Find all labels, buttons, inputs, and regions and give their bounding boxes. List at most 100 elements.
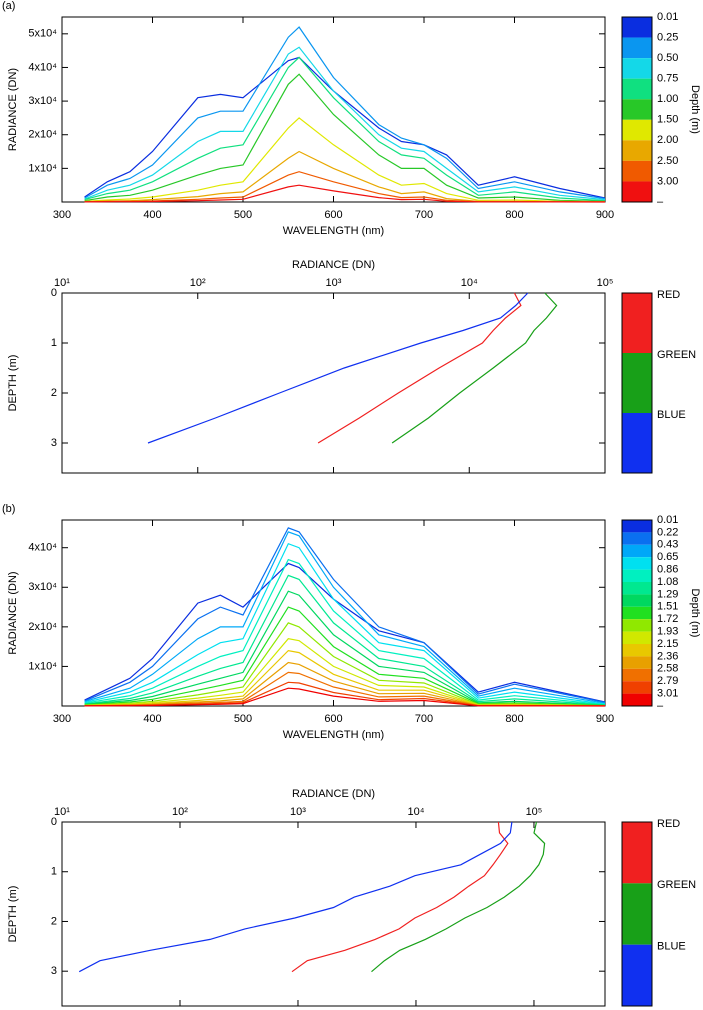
legend-label: 2.00 (657, 134, 678, 146)
series-line (84, 661, 606, 707)
legend-title: Depth (m) (689, 589, 701, 638)
legend-swatch (622, 569, 652, 582)
legend-title: Depth (m) (689, 85, 701, 134)
x-tick-label: 700 (415, 209, 433, 221)
legend-swatch (622, 37, 652, 59)
series-line (84, 649, 606, 707)
legend-label: RED (657, 289, 680, 301)
legend-label: 1.72 (657, 613, 678, 625)
legend-frame (621, 821, 653, 1007)
legend-label: 1.08 (657, 576, 678, 588)
panel-label: (a) (2, 0, 15, 12)
series-line (84, 184, 606, 203)
y-axis-label: DEPTH (m) (7, 886, 19, 943)
legend-label: 0.50 (657, 52, 678, 64)
y-tick-label: 4x10⁴ (28, 542, 57, 554)
x-axis-label: WAVELENGTH (nm) (283, 225, 384, 237)
y-tick-label: 1 (51, 866, 57, 878)
legend-label: 0.01 (657, 514, 678, 526)
legend-swatch (622, 582, 652, 595)
series-line (84, 73, 606, 202)
y-tick-label: 2x10⁴ (28, 621, 57, 633)
legend-label: 0.22 (657, 526, 678, 538)
series-line (84, 574, 606, 706)
legend-label: 3.00 (657, 175, 678, 187)
legend-swatch (622, 822, 652, 884)
x-tick-label: 10³ (290, 806, 306, 818)
legend-label: BLUE (657, 409, 686, 421)
x-tick-label: 500 (234, 209, 252, 221)
legend-label: 0.25 (657, 31, 678, 43)
y-tick-label: 2 (51, 387, 57, 399)
legend-label: – (657, 700, 664, 712)
series-line (84, 56, 606, 199)
series-line (84, 117, 606, 203)
legend-label: 2.50 (657, 155, 678, 167)
legend-label: 1.29 (657, 588, 678, 600)
y-tick-label: 3 (51, 437, 57, 449)
legend-label: GREEN (657, 879, 696, 891)
series-line (84, 562, 606, 703)
y-tick-label: 1x10⁴ (28, 660, 57, 672)
legend-label: 1.00 (657, 93, 678, 105)
y-tick-label: 0 (51, 287, 57, 299)
legend-label: 3.01 (657, 688, 678, 700)
legend-label: GREEN (657, 349, 696, 361)
y-tick-label: 3x10⁴ (28, 581, 57, 593)
y-tick-label: 4x10⁴ (28, 61, 57, 73)
x-tick-label: 900 (596, 209, 614, 221)
plot-frame (61, 821, 606, 1007)
legend-label: 0.65 (657, 551, 678, 563)
y-axis-label: RADIANCE (DN) (7, 571, 19, 654)
legend-label: 2.36 (657, 650, 678, 662)
series-line (84, 606, 606, 707)
legend-swatch (622, 532, 652, 545)
x-tick-label: 600 (324, 713, 342, 725)
series-line (84, 46, 606, 201)
legend-swatch (622, 557, 652, 570)
series-line (317, 292, 522, 444)
legend-swatch (622, 160, 652, 182)
x-tick-label: 10² (172, 806, 188, 818)
legend-swatch (622, 681, 652, 694)
legend-label: 2.58 (657, 663, 678, 675)
legend-swatch (622, 606, 652, 620)
legend-swatch (622, 631, 652, 644)
legend-swatch (622, 619, 652, 632)
x-tick-label: 300 (53, 713, 71, 725)
series-line (84, 26, 606, 200)
legend-frame (621, 16, 653, 203)
y-tick-label: 1 (51, 337, 57, 349)
x-tick-label: 10⁴ (407, 806, 424, 818)
legend-swatch (622, 99, 652, 120)
x-tick-label: 600 (324, 209, 342, 221)
x-axis-label: RADIANCE (DN) (292, 259, 375, 271)
series-line (84, 542, 606, 705)
legend-label: 2.79 (657, 675, 678, 687)
series-line (84, 590, 606, 706)
x-tick-label: 300 (53, 209, 71, 221)
y-tick-label: 2 (51, 915, 57, 927)
x-tick-label: 10⁵ (526, 806, 543, 818)
legend-swatch (622, 644, 652, 657)
y-tick-label: 1x10⁴ (28, 162, 57, 174)
legend-label: 1.50 (657, 114, 678, 126)
legend-swatch (622, 353, 652, 413)
plot-frame (61, 292, 606, 474)
legend-swatch (622, 413, 652, 473)
legend-swatch (622, 58, 652, 79)
x-tick-label: 800 (505, 713, 523, 725)
legend-swatch (622, 119, 652, 141)
legend-label: RED (657, 818, 680, 830)
x-axis-label: RADIANCE (DN) (292, 788, 375, 800)
legend-label: 0.01 (657, 11, 678, 23)
legend-swatch (622, 883, 652, 945)
y-tick-label: 3x10⁴ (28, 95, 57, 107)
legend-swatch (622, 668, 652, 682)
x-tick-label: 10² (190, 277, 206, 289)
panel-label: (b) (2, 503, 15, 515)
legend-label: 2.15 (657, 638, 678, 650)
legend-label: 1.93 (657, 626, 678, 638)
legend-label: 0.43 (657, 539, 678, 551)
